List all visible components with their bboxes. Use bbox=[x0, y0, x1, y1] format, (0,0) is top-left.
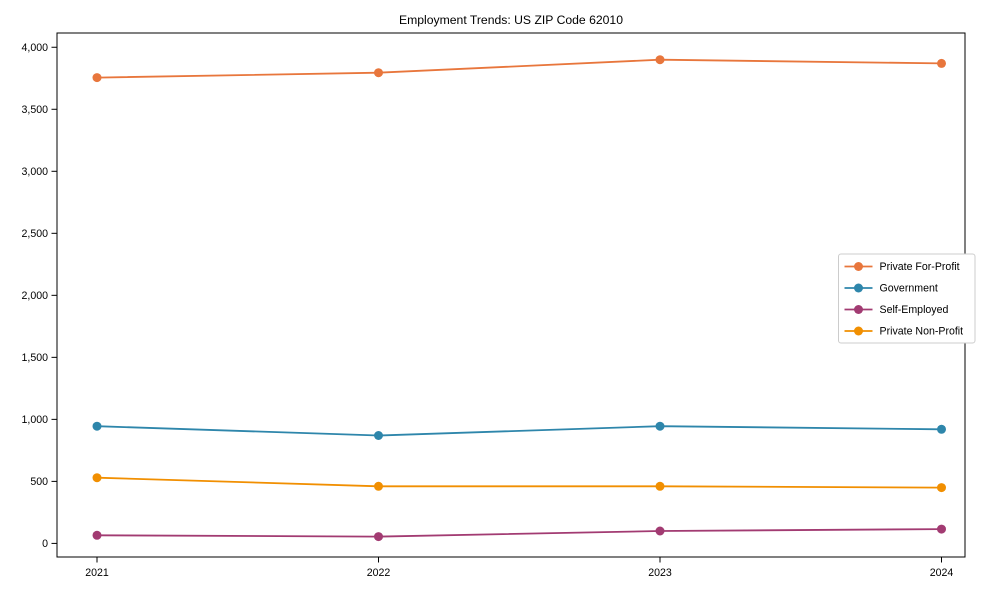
plot-area: 0 500 1,000 1,500 2,000 2,500 3,000 3,500 4,000 2… bbox=[21, 32, 976, 579]
legend-marker-private-for-profit bbox=[854, 262, 863, 271]
y-tick-label: 3,000 bbox=[21, 166, 48, 178]
y-tick-label: 1,500 bbox=[21, 352, 48, 364]
x-tick-label: 2021 bbox=[85, 567, 109, 579]
data-point-private-non-profit bbox=[374, 481, 383, 491]
y-tick-label: 0 bbox=[42, 538, 48, 550]
y-tick-label: 500 bbox=[30, 476, 48, 488]
legend-marker-government bbox=[854, 283, 863, 293]
data-point-government bbox=[92, 421, 102, 431]
y-tick-label: 1,000 bbox=[21, 414, 48, 426]
data-point-self-employed bbox=[92, 530, 102, 540]
chart-title: Employment Trends: US ZIP Code 62010 bbox=[399, 13, 623, 27]
x-tick-label: 2024 bbox=[930, 567, 954, 579]
legend-label-government: Government bbox=[880, 283, 938, 295]
data-point-private-non-profit bbox=[655, 481, 665, 491]
legend-label-private-non-profit: Private Non-Profit bbox=[880, 326, 964, 338]
data-point-private-for-profit bbox=[937, 58, 946, 68]
legend-label-self-employed: Self-Employed bbox=[880, 304, 949, 316]
data-point-private-for-profit bbox=[92, 73, 102, 83]
data-point-private-for-profit bbox=[655, 55, 665, 65]
data-point-self-employed bbox=[655, 526, 665, 536]
x-tick-label: 2023 bbox=[648, 567, 672, 579]
data-point-private-for-profit bbox=[374, 68, 383, 78]
legend-marker-self-employed bbox=[854, 305, 863, 314]
y-tick-label: 2,000 bbox=[21, 290, 48, 302]
y-tick-label: 4,000 bbox=[21, 42, 48, 54]
legend-box bbox=[838, 253, 976, 344]
data-point-government bbox=[937, 424, 946, 434]
data-point-private-non-profit bbox=[937, 483, 946, 493]
plot-border bbox=[56, 32, 966, 558]
x-tick-label: 2022 bbox=[367, 567, 391, 579]
data-point-private-non-profit bbox=[92, 473, 102, 483]
y-tick-label: 3,500 bbox=[21, 104, 48, 116]
series-line-private-for-profit bbox=[96, 58, 942, 79]
series-line-government bbox=[96, 425, 942, 437]
data-point-self-employed bbox=[374, 532, 383, 542]
data-point-government bbox=[655, 421, 665, 431]
legend-marker-private-non-profit bbox=[854, 326, 863, 336]
legend-label-private-for-profit: Private For-Profit bbox=[880, 261, 960, 273]
data-point-government bbox=[374, 431, 383, 440]
series-line-self-employed bbox=[96, 528, 942, 538]
y-tick-label: 2,500 bbox=[21, 228, 48, 240]
data-point-self-employed bbox=[937, 524, 946, 534]
series-line-private-non-profit bbox=[96, 476, 942, 489]
